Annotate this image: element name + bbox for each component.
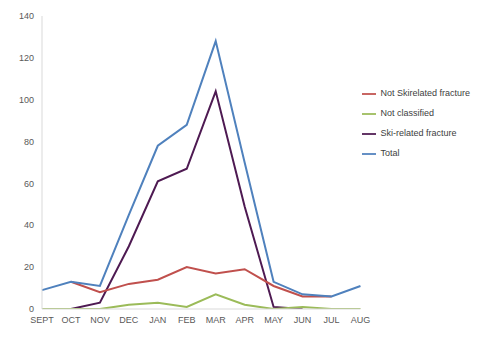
svg-text:40: 40 <box>24 220 34 230</box>
svg-text:0: 0 <box>29 304 34 314</box>
svg-text:JAN: JAN <box>149 315 166 325</box>
svg-text:60: 60 <box>24 179 34 189</box>
svg-text:NOV: NOV <box>90 315 110 325</box>
svg-text:DEC: DEC <box>119 315 139 325</box>
svg-text:100: 100 <box>19 95 34 105</box>
html-text:Not Skirelated fracture: Not Skirelated fracture <box>380 88 470 98</box>
html-text:Not classified: Not classified <box>380 108 434 118</box>
svg-text:SEPT: SEPT <box>30 315 54 325</box>
svg-text:APR: APR <box>235 315 254 325</box>
svg-text:MAR: MAR <box>206 315 227 325</box>
svg-text:OCT: OCT <box>61 315 81 325</box>
svg-text:MAY: MAY <box>264 315 283 325</box>
svg-text:20: 20 <box>24 262 34 272</box>
svg-text:AUG: AUG <box>351 315 371 325</box>
svg-text:120: 120 <box>19 53 34 63</box>
svg-text:80: 80 <box>24 137 34 147</box>
svg-text:140: 140 <box>19 11 34 21</box>
svg-text:JUN: JUN <box>294 315 312 325</box>
html-text:Ski-related fracture: Ski-related fracture <box>380 128 457 138</box>
svg-text:FEB: FEB <box>178 315 196 325</box>
svg-text:JUL: JUL <box>323 315 339 325</box>
html-text:Total: Total <box>380 148 400 158</box>
